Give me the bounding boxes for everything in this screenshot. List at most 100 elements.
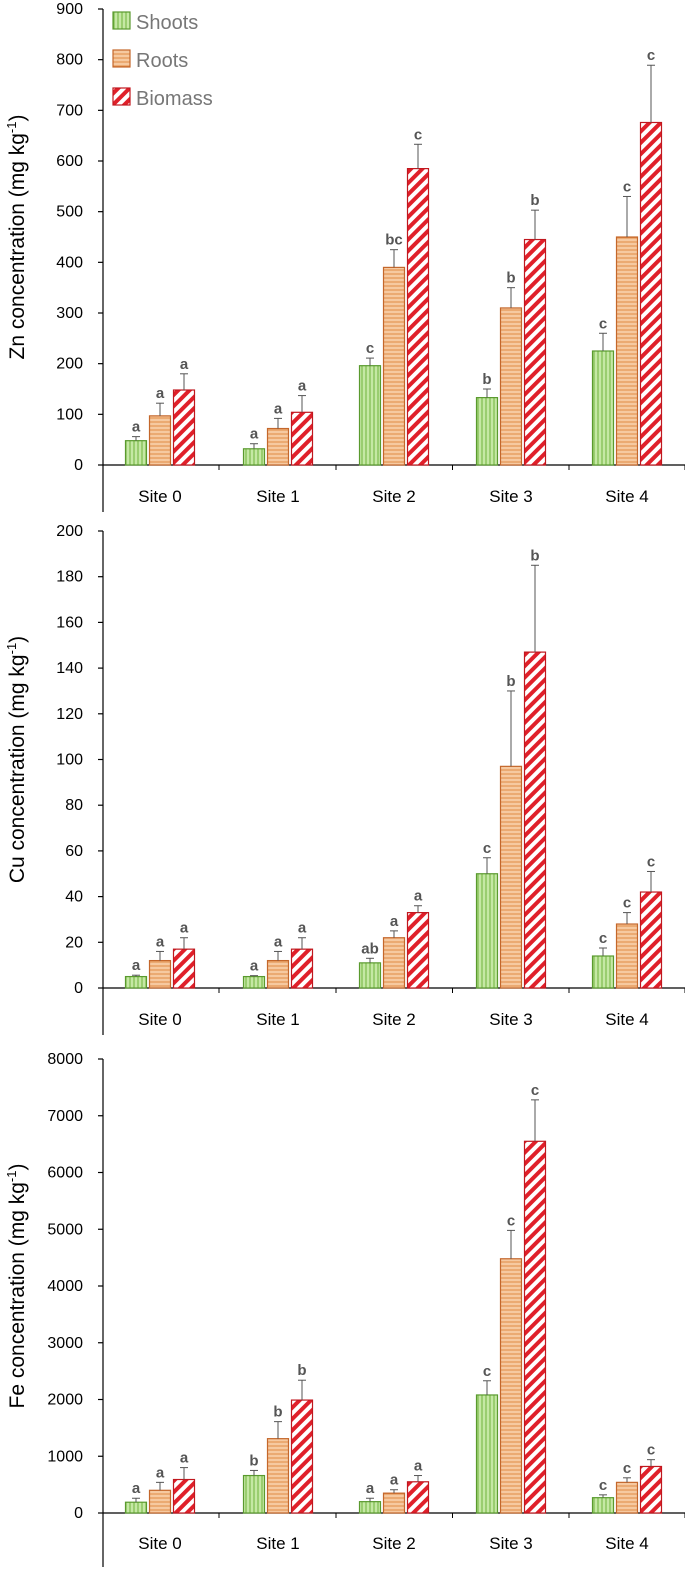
cu-bar-shoots-2[interactable]: [358, 962, 382, 989]
fe-sig-letter-biomass-0: a: [180, 1450, 189, 1467]
zn-bar-roots-0[interactable]: [148, 415, 172, 466]
cu-bar-roots-0[interactable]: [148, 959, 172, 989]
zn-bar-biomass-0[interactable]: [172, 389, 196, 466]
zn-bar-biomass-3[interactable]: [523, 238, 547, 466]
fe-sig-letter-biomass-1: b: [297, 1362, 306, 1379]
fe-y-tick-label: 8000: [47, 1051, 83, 1068]
fe-bar-biomass-4[interactable]: [639, 1465, 663, 1514]
cu-sig-letter-shoots-2: ab: [361, 940, 379, 957]
zn-bar-roots-1[interactable]: [266, 427, 290, 466]
fe-y-tick-label: 6000: [47, 1165, 83, 1182]
cu-bar-shoots-0[interactable]: [124, 975, 148, 989]
zn-sig-letter-shoots-3: b: [482, 371, 491, 388]
cu-y-tick-label: 200: [56, 523, 83, 540]
legend-item-roots[interactable]: Roots: [112, 49, 188, 72]
legend-swatch-biomass: [112, 87, 131, 106]
fe-bar-shoots-1[interactable]: [242, 1474, 266, 1514]
fe-x-tick-label-4: Site 4: [605, 1534, 648, 1553]
fe-sig-letter-roots-1: b: [273, 1404, 282, 1421]
cu-x-tick-label-3: Site 3: [489, 1010, 532, 1029]
cu-bar-shoots-3[interactable]: [475, 873, 499, 989]
cu-bar-biomass-1[interactable]: [290, 948, 314, 989]
zn-bar-shoots-3[interactable]: [475, 397, 499, 466]
cu-sig-letter-biomass-0: a: [180, 920, 189, 937]
legend-item-biomass[interactable]: Biomass: [112, 87, 213, 110]
cu-sig-letter-biomass-4: c: [647, 853, 655, 870]
fe-x-tick-label-3: Site 3: [489, 1534, 532, 1553]
fe-bar-shoots-2[interactable]: [358, 1501, 382, 1514]
zn-bar-biomass-1[interactable]: [290, 411, 314, 466]
zn-bar-shoots-2[interactable]: [358, 365, 382, 466]
fe-bar-shoots-0[interactable]: [124, 1501, 148, 1514]
zn-bar-biomass-4[interactable]: [639, 121, 663, 466]
cu-bar-biomass-2[interactable]: [406, 911, 430, 989]
fe-y-axis-label: Fe concentration (mg kg-1): [4, 1164, 29, 1409]
zn-bar-shoots-1[interactable]: [242, 448, 266, 466]
cu-y-tick-label: 60: [65, 843, 83, 860]
cu-sig-letter-shoots-0: a: [132, 957, 141, 974]
legend-item-shoots[interactable]: Shoots: [112, 11, 198, 34]
cu-y-axis-label: Cu concentration (mg kg-1): [4, 636, 29, 883]
cu-y-tick-label: 120: [56, 706, 83, 723]
zn-y-tick-label: 900: [56, 1, 83, 18]
fe-bar-roots-1[interactable]: [266, 1438, 290, 1514]
legend-swatch-shoots: [112, 11, 131, 30]
zn-sig-letter-shoots-0: a: [132, 419, 141, 436]
zn-y-axis-label-main: Zn concentration (mg kg: [6, 133, 29, 359]
cu-bar-shoots-1[interactable]: [242, 975, 266, 989]
fe-bar-roots-4[interactable]: [615, 1481, 639, 1514]
zn-sig-letter-roots-0: a: [156, 385, 165, 402]
fe-sig-letter-shoots-1: b: [249, 1452, 258, 1469]
fe-bar-roots-0[interactable]: [148, 1489, 172, 1514]
zn-sig-letter-roots-4: c: [623, 178, 631, 195]
zn-sig-letter-biomass-4: c: [647, 47, 655, 64]
zn-sig-letter-shoots-4: c: [599, 315, 607, 332]
zn-y-axis-label: Zn concentration (mg kg-1): [4, 115, 29, 360]
fe-bar-shoots-3[interactable]: [475, 1394, 499, 1514]
fe-sig-letter-shoots-2: a: [366, 1480, 375, 1497]
cu-bar-roots-4[interactable]: [615, 923, 639, 989]
fe-sig-letter-roots-4: c: [623, 1460, 631, 1477]
fe-bar-biomass-2[interactable]: [406, 1481, 430, 1514]
fe-y-tick-label: 0: [74, 1505, 83, 1522]
fe-y-tick-label: 4000: [47, 1278, 83, 1295]
fe-y-tick-label: 7000: [47, 1108, 83, 1125]
fe-x-tick-label-1: Site 1: [256, 1534, 299, 1553]
fe-bar-roots-3[interactable]: [499, 1258, 523, 1514]
cu-bar-roots-1[interactable]: [266, 959, 290, 989]
cu-sig-letter-biomass-2: a: [414, 888, 423, 905]
zn-y-tick-label: 0: [74, 457, 83, 474]
cu-y-tick-label: 100: [56, 752, 83, 769]
fe-bar-biomass-1[interactable]: [290, 1399, 314, 1514]
zn-y-tick-label: 800: [56, 52, 83, 69]
fe-bar-biomass-0[interactable]: [172, 1478, 196, 1514]
cu-bar-biomass-0[interactable]: [172, 948, 196, 989]
legend-label-roots: Roots: [136, 50, 188, 72]
cu-sig-letter-roots-4: c: [623, 895, 631, 912]
zn-bar-shoots-4[interactable]: [591, 350, 615, 466]
cu-bar-biomass-4[interactable]: [639, 891, 663, 989]
cu-sig-letter-roots-0: a: [156, 933, 165, 950]
fe-bar-shoots-4[interactable]: [591, 1497, 615, 1514]
cu-bar-roots-3[interactable]: [499, 765, 523, 989]
zn-bar-biomass-2[interactable]: [406, 168, 430, 466]
cu-bar-shoots-4[interactable]: [591, 955, 615, 989]
cu-bar-roots-2[interactable]: [382, 937, 406, 989]
fe-bar-roots-2[interactable]: [382, 1492, 406, 1514]
zn-sig-letter-biomass-3: b: [530, 192, 539, 209]
zn-bar-roots-4[interactable]: [615, 236, 639, 466]
zn-bar-roots-2[interactable]: [382, 266, 406, 466]
fe-sig-letter-shoots-4: c: [599, 1477, 607, 1494]
zn-bar-roots-3[interactable]: [499, 307, 523, 466]
fe-y-axis-label-superscript: -1: [4, 1171, 19, 1183]
zn-y-tick-label: 300: [56, 305, 83, 322]
fe-bar-biomass-3[interactable]: [523, 1140, 547, 1514]
zn-bar-shoots-0[interactable]: [124, 440, 148, 466]
cu-y-tick-label: 0: [74, 980, 83, 997]
fe-y-axis-label-main: Fe concentration (mg kg: [6, 1182, 29, 1408]
cu-y-axis-label-superscript: -1: [4, 643, 19, 655]
cu-bar-biomass-3[interactable]: [523, 651, 547, 989]
cu-sig-letter-shoots-4: c: [599, 930, 607, 947]
cu-sig-letter-roots-1: a: [274, 933, 283, 950]
fe-y-tick-label: 3000: [47, 1335, 83, 1352]
